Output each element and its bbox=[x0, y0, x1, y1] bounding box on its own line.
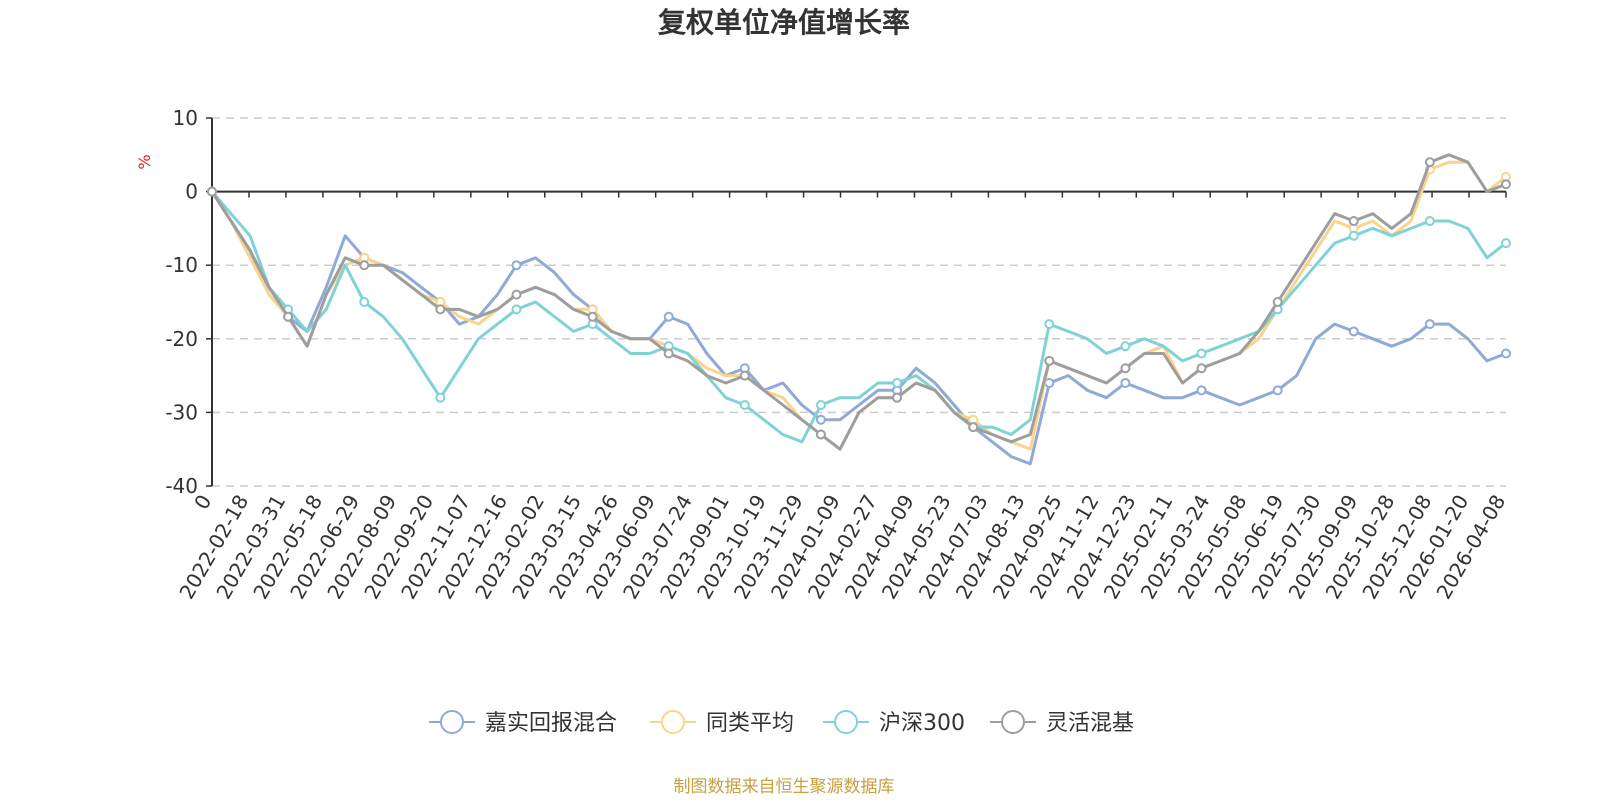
legend-label: 灵活混基 bbox=[1046, 711, 1134, 736]
y-tick-label: -40 bbox=[165, 474, 198, 498]
data-point bbox=[815, 429, 826, 440]
data-point bbox=[1196, 385, 1207, 396]
data-point bbox=[359, 297, 370, 307]
data-point bbox=[1348, 216, 1359, 227]
data-point bbox=[815, 400, 826, 411]
data-point bbox=[1044, 319, 1055, 330]
data-point bbox=[359, 260, 370, 271]
data-point bbox=[1348, 326, 1359, 337]
y-tick-label: -30 bbox=[165, 400, 198, 424]
data-point bbox=[1501, 238, 1511, 249]
data-point bbox=[511, 289, 522, 300]
data-point bbox=[1424, 157, 1435, 168]
y-axis-label: % bbox=[135, 154, 154, 169]
legend-circle-icon bbox=[834, 710, 858, 734]
data-point bbox=[1501, 348, 1511, 359]
data-point bbox=[1120, 341, 1131, 352]
data-point bbox=[663, 311, 674, 322]
data-point bbox=[1348, 230, 1359, 241]
data-point bbox=[587, 311, 598, 322]
series-line bbox=[210, 190, 1507, 444]
legend-item[interactable]: 同类平均 bbox=[650, 710, 794, 736]
legend-item[interactable]: 灵活混基 bbox=[990, 710, 1134, 736]
data-point bbox=[1196, 348, 1207, 359]
data-point bbox=[968, 422, 979, 433]
legend-circle-icon bbox=[1001, 710, 1025, 734]
data-point bbox=[511, 260, 522, 271]
legend-circle-icon bbox=[440, 710, 464, 734]
legend-label: 同类平均 bbox=[706, 711, 794, 736]
data-point bbox=[892, 377, 903, 388]
data-point bbox=[1424, 216, 1435, 227]
data-point bbox=[815, 414, 826, 425]
grid bbox=[212, 117, 1506, 487]
data-point bbox=[1501, 179, 1511, 190]
data-point bbox=[663, 348, 674, 359]
data-point bbox=[1272, 297, 1283, 307]
y-tick-label: -10 bbox=[165, 253, 198, 277]
y-tick-label: -20 bbox=[165, 327, 198, 351]
data-point bbox=[207, 186, 217, 197]
data-point bbox=[435, 392, 446, 403]
data-point bbox=[1424, 319, 1435, 330]
legend-label: 沪深300 bbox=[879, 711, 965, 736]
series-1 bbox=[207, 186, 1511, 466]
data-point bbox=[892, 392, 903, 403]
legend-item[interactable]: 沪深300 bbox=[823, 710, 965, 736]
data-point bbox=[1120, 377, 1131, 388]
data-point bbox=[1044, 355, 1055, 366]
legend-circle-icon bbox=[661, 710, 685, 734]
x-tick-label: 0 bbox=[189, 491, 216, 514]
data-point bbox=[1120, 363, 1131, 374]
y-tick-label: 10 bbox=[173, 106, 198, 130]
data-point bbox=[1196, 363, 1207, 374]
series-line bbox=[210, 190, 1507, 466]
series-4 bbox=[207, 153, 1511, 451]
chart-title: 复权单位净值增长率 bbox=[658, 6, 910, 39]
data-point bbox=[1272, 385, 1283, 396]
series-line bbox=[210, 153, 1507, 451]
series-group bbox=[207, 153, 1511, 466]
legend-label: 嘉实回报混合 bbox=[485, 711, 617, 736]
data-point bbox=[739, 370, 750, 381]
data-point bbox=[283, 311, 294, 322]
data-point bbox=[435, 304, 446, 315]
source-note: 制图数据来自恒生聚源数据库 bbox=[674, 777, 895, 797]
data-point bbox=[511, 304, 522, 315]
y-tick-label: 0 bbox=[185, 180, 198, 204]
legend[interactable]: 嘉实回报混合 同类平均 沪深300 灵活混基 bbox=[429, 710, 1134, 736]
legend-item[interactable]: 嘉实回报混合 bbox=[429, 710, 617, 736]
data-point bbox=[739, 400, 750, 411]
